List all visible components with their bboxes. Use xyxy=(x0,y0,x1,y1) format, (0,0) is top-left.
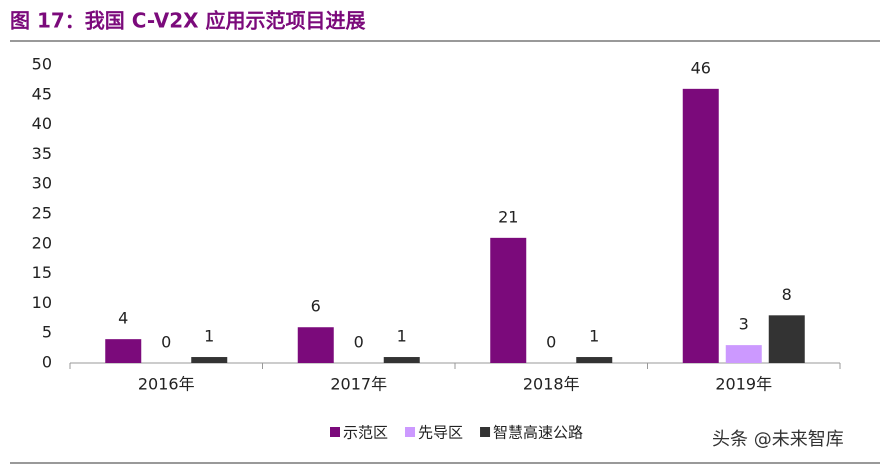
bar xyxy=(383,357,420,363)
y-tick-label: 10 xyxy=(32,293,52,312)
bar xyxy=(576,357,613,363)
y-tick-label: 40 xyxy=(32,114,52,133)
bar xyxy=(682,88,719,363)
chart-title: 图 17：我国 C-V2X 应用示范项目进展 xyxy=(10,9,366,33)
data-label: 0 xyxy=(354,333,364,352)
bar xyxy=(105,339,142,363)
legend-label: 智慧高速公路 xyxy=(493,424,583,442)
y-tick-label: 30 xyxy=(32,174,52,193)
data-label: 1 xyxy=(397,327,407,346)
data-label: 1 xyxy=(204,327,214,346)
x-tick-label: 2016年 xyxy=(138,375,195,394)
x-tick-label: 2017年 xyxy=(330,375,387,394)
x-tick-label: 2018年 xyxy=(523,375,580,394)
bar xyxy=(297,327,334,363)
y-tick-label: 50 xyxy=(32,55,52,74)
y-tick-label: 20 xyxy=(32,233,52,252)
data-label: 4 xyxy=(118,309,128,328)
y-tick-label: 35 xyxy=(32,144,52,163)
data-label: 1 xyxy=(589,327,599,346)
data-label: 3 xyxy=(739,315,749,334)
y-tick-label: 5 xyxy=(42,323,52,342)
y-tick-label: 15 xyxy=(32,263,52,282)
y-tick-label: 25 xyxy=(32,204,52,223)
bar xyxy=(191,357,228,363)
data-label: 0 xyxy=(546,333,556,352)
bar xyxy=(490,237,527,363)
legend-label: 先导区 xyxy=(418,424,463,442)
bar xyxy=(768,315,805,363)
y-tick-label: 0 xyxy=(42,353,52,372)
watermark: 头条 @未来智库 xyxy=(712,429,844,450)
legend-swatch xyxy=(405,427,416,437)
data-label: 0 xyxy=(161,333,171,352)
legend-label: 示范区 xyxy=(343,424,388,442)
data-label: 21 xyxy=(498,207,518,226)
legend-swatch xyxy=(480,427,491,437)
y-tick-label: 45 xyxy=(32,84,52,103)
legend-swatch xyxy=(330,427,340,437)
data-label: 8 xyxy=(782,285,792,304)
data-label: 6 xyxy=(311,297,321,316)
data-label: 46 xyxy=(691,58,711,77)
bar xyxy=(725,345,762,363)
x-tick-label: 2019年 xyxy=(715,375,772,394)
